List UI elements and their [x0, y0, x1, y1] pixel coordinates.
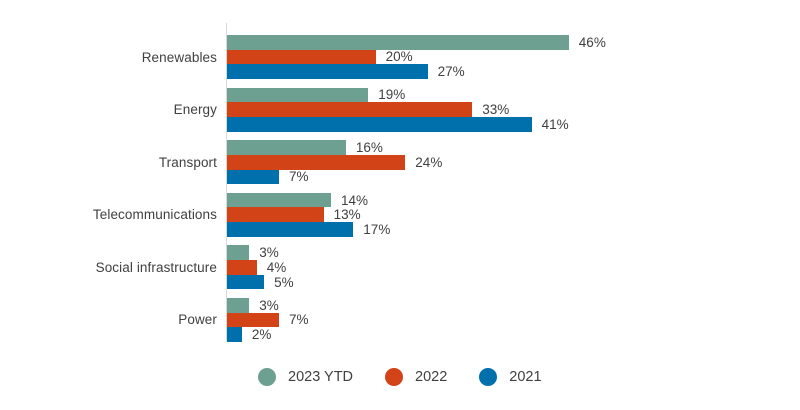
category-group-energy: Energy 19% 33% 41%	[0, 87, 800, 132]
value-label: 41%	[541, 116, 569, 132]
bar-2022	[227, 207, 324, 223]
bar-2023-ytd	[227, 140, 346, 155]
category-group-renewables: Renewables 46% 20% 27%	[0, 35, 800, 79]
value-label: 20%	[385, 49, 413, 65]
bar-stack: 46% 20% 27%	[227, 35, 606, 79]
value-label: 17%	[363, 221, 391, 237]
value-label: 5%	[274, 274, 294, 290]
bar-row: 3%	[227, 245, 294, 260]
bar-2021	[227, 274, 265, 290]
value-label: 4%	[266, 259, 287, 275]
legend-label: 2021	[509, 369, 542, 385]
value-label: 7%	[289, 169, 309, 185]
value-label: 33%	[482, 102, 510, 118]
category-group-power: Power 3% 7% 2%	[0, 298, 800, 342]
bar-row: 17%	[227, 222, 390, 237]
value-label: 7%	[289, 312, 309, 328]
bar-row: 13%	[227, 207, 390, 222]
bar-row: 4%	[227, 260, 294, 275]
bar-row: 16%	[227, 140, 442, 155]
bar-row: 20%	[227, 49, 606, 65]
value-label: 14%	[341, 192, 369, 208]
category-label: Transport	[158, 154, 217, 170]
category-label: Telecommunications	[92, 207, 217, 223]
value-label: 27%	[437, 64, 465, 80]
bar-2022	[227, 102, 473, 117]
legend-item-2021: 2021	[479, 368, 542, 386]
category-label: Power	[178, 312, 217, 328]
legend-swatch-icon	[258, 368, 276, 386]
value-label: 2%	[251, 327, 272, 343]
bar-row: 14%	[227, 193, 390, 208]
bar-2023-ytd	[227, 245, 250, 261]
legend-item-2023-ytd: 2023 YTD	[258, 368, 353, 386]
bar-2021	[227, 116, 532, 132]
legend-label: 2022	[415, 369, 448, 385]
bar-2021	[227, 64, 428, 79]
legend-label: 2023 YTD	[288, 369, 354, 385]
bar-2022	[227, 154, 406, 170]
value-label: 3%	[259, 245, 279, 261]
category-label: Social infrastructure	[95, 259, 217, 275]
value-label: 46%	[578, 34, 606, 50]
bar-row: 7%	[227, 169, 442, 185]
category-group-transport: Transport 16% 24% 7%	[0, 140, 800, 184]
bar-2023-ytd	[227, 297, 250, 313]
bar-stack: 3% 7% 2%	[227, 298, 309, 342]
bar-2023-ytd	[227, 192, 331, 208]
category-label: Energy	[173, 102, 217, 118]
bar-2022	[227, 260, 257, 275]
bar-stack: 14% 13% 17%	[227, 193, 390, 237]
bar-row: 2%	[227, 327, 309, 342]
bar-row: 5%	[227, 275, 294, 290]
bar-row: 41%	[227, 117, 569, 132]
value-label: 13%	[333, 207, 361, 223]
category-label: Renewables	[141, 49, 217, 65]
legend-swatch-icon	[479, 368, 498, 386]
value-label: 19%	[378, 87, 406, 103]
legend-swatch-icon	[385, 368, 404, 386]
bar-row: 33%	[227, 102, 569, 117]
bar-2022	[227, 312, 279, 328]
bar-2021	[227, 327, 242, 342]
bar-stack: 19% 33% 41%	[227, 87, 569, 132]
bar-row: 3%	[227, 298, 309, 313]
legend-item-2022: 2022	[385, 368, 447, 386]
bar-groups: Renewables 46% 20% 27% Energy 19% 33% 41% Transp…	[0, 35, 800, 342]
bar-row: 24%	[227, 155, 442, 170]
category-group-social-infrastructure: Social infrastructure 3% 4% 5%	[0, 245, 800, 289]
value-label: 24%	[415, 154, 443, 170]
legend: 2023 YTD 2022 2021	[258, 368, 542, 386]
bar-2022	[227, 49, 376, 65]
bar-row: 27%	[227, 64, 606, 79]
bar-stack: 16% 24% 7%	[227, 140, 442, 184]
bar-stack: 3% 4% 5%	[227, 245, 294, 290]
category-group-telecommunications: Telecommunications 14% 13% 17%	[0, 193, 800, 237]
bar-2023-ytd	[227, 35, 569, 50]
bar-row: 19%	[227, 87, 569, 103]
bar-2023-ytd	[227, 87, 369, 103]
bar-2021	[227, 169, 279, 185]
value-label: 3%	[259, 297, 279, 313]
bar-row: 46%	[227, 35, 606, 50]
value-label: 16%	[355, 140, 383, 156]
bar-row: 7%	[227, 312, 309, 328]
y-axis-line	[226, 23, 227, 341]
bar-2021	[227, 222, 354, 237]
